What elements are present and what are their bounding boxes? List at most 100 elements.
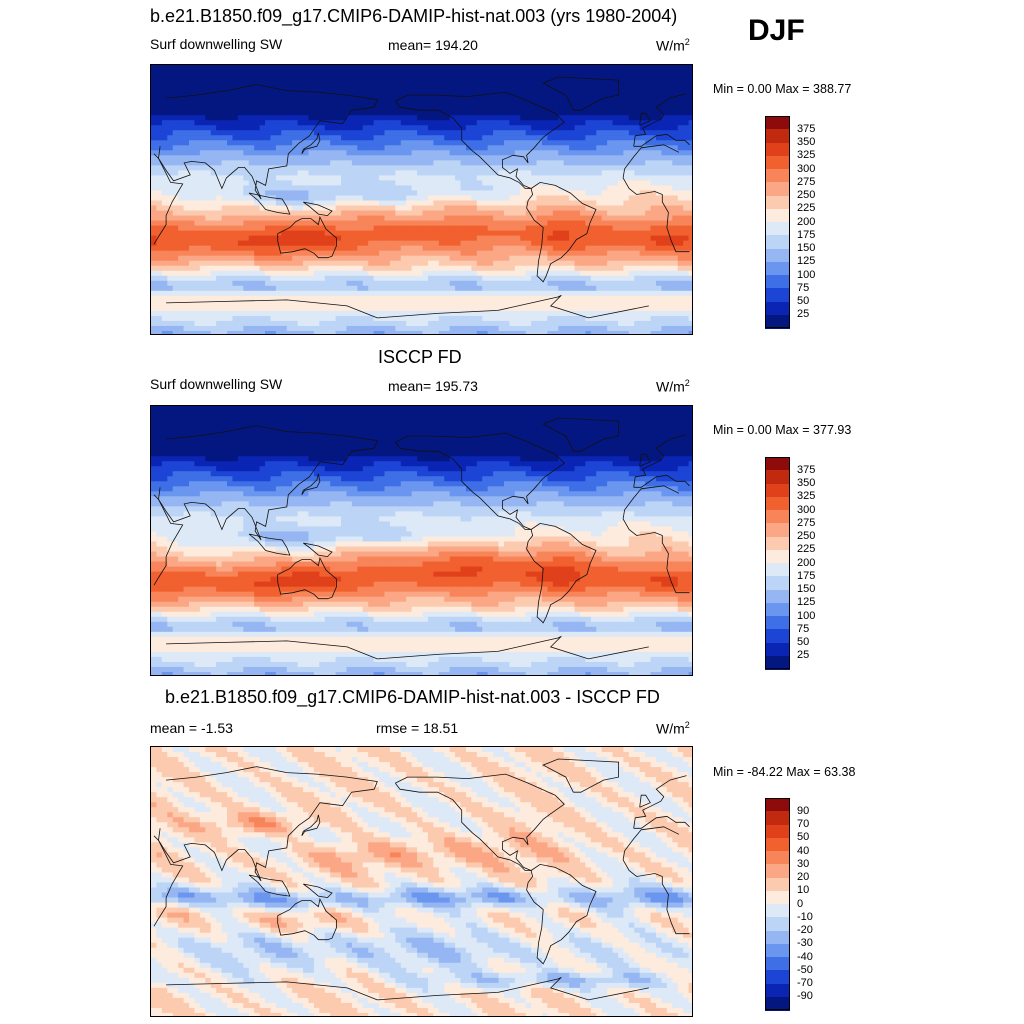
field-cell: [259, 300, 266, 307]
field-cell: [563, 240, 570, 247]
field-cell: [541, 225, 548, 232]
field-cell: [617, 95, 625, 101]
field-cell: [167, 65, 174, 71]
field-cell: [417, 225, 424, 232]
field-cell: [281, 310, 288, 317]
field-cell: [688, 180, 692, 187]
field-cell: [373, 75, 380, 81]
field-cell: [579, 65, 586, 71]
field-cell: [476, 250, 483, 257]
field-cell: [346, 85, 353, 91]
field-cell: [547, 235, 554, 242]
field-cell: [569, 240, 576, 247]
field-cell: [335, 195, 342, 202]
field-cell: [335, 310, 342, 317]
field-cell: [286, 250, 293, 257]
field-cell: [373, 135, 380, 141]
field-cell: [248, 235, 255, 242]
field-cell: [335, 210, 342, 217]
field-cell: [368, 135, 375, 141]
field-cell: [205, 115, 212, 121]
field-cell: [547, 285, 554, 292]
field-cell: [346, 165, 353, 171]
field-cell: [444, 305, 451, 312]
field-cell: [156, 275, 163, 282]
field-cell: [286, 185, 293, 192]
field-cell: [541, 160, 548, 166]
field-cell: [151, 290, 158, 297]
field-cell: [655, 105, 663, 111]
field-cell: [672, 150, 679, 156]
field-cell: [444, 135, 451, 141]
field-cell: [688, 80, 692, 86]
field-cell: [199, 220, 206, 227]
field-cell: [536, 160, 543, 166]
field-cell: [265, 125, 272, 131]
field-cell: [482, 160, 489, 166]
field-cell: [661, 145, 668, 151]
field-cell: [672, 295, 679, 302]
field-cell: [585, 220, 592, 227]
field-cell: [243, 155, 250, 161]
field-cell: [688, 215, 692, 222]
field-cell: [487, 265, 494, 272]
field-cell: [368, 190, 375, 197]
field-cell: [590, 185, 597, 192]
field-cell: [438, 160, 445, 166]
field-cell: [503, 245, 510, 252]
field-cell: [227, 210, 234, 217]
field-cell: [237, 220, 244, 227]
field-cell: [341, 125, 348, 131]
field-cell: [178, 140, 185, 146]
field-cell: [612, 135, 619, 141]
field-cell: [368, 270, 375, 277]
field-cell: [558, 230, 565, 237]
field-cell: [373, 305, 380, 312]
field-cell: [417, 160, 424, 166]
field-cell: [384, 260, 391, 267]
field-cell: [232, 230, 239, 237]
field-cell: [487, 75, 494, 81]
field-cell: [514, 65, 521, 71]
field-cell: [487, 185, 494, 192]
field-cell: [574, 215, 581, 222]
field-cell: [270, 210, 277, 217]
field-cell: [531, 310, 538, 317]
field-cell: [438, 200, 445, 207]
field-cell: [558, 295, 565, 302]
field-cell: [232, 275, 239, 282]
field-cell: [161, 170, 168, 177]
field-cell: [509, 285, 516, 292]
field-cell: [259, 305, 266, 312]
field-cell: [438, 85, 445, 91]
field-cell: [617, 265, 625, 272]
field-cell: [525, 235, 532, 242]
field-cell: [661, 150, 668, 156]
field-cell: [330, 75, 337, 81]
field-cell: [503, 85, 510, 91]
field-cell: [254, 90, 261, 96]
field-cell: [455, 125, 462, 131]
field-cell: [547, 90, 554, 96]
field-cell: [265, 270, 272, 277]
field-cell: [422, 200, 429, 207]
field-cell: [373, 110, 380, 116]
field-cell: [373, 245, 380, 252]
field-cell: [655, 130, 663, 136]
field-cell: [455, 195, 462, 202]
field-cell: [476, 225, 483, 232]
field-cell: [313, 285, 320, 292]
field-cell: [151, 260, 158, 267]
field-cell: [270, 175, 277, 182]
field-cell: [563, 185, 570, 192]
field-cell: [254, 285, 261, 292]
field-cell: [210, 170, 217, 177]
field-cell: [411, 275, 418, 282]
field-cell: [444, 255, 451, 262]
field-cell: [362, 165, 369, 171]
field-cell: [661, 255, 668, 262]
field-cell: [417, 285, 424, 292]
field-cell: [351, 215, 358, 222]
field-cell: [471, 120, 478, 126]
field-cell: [351, 140, 358, 146]
